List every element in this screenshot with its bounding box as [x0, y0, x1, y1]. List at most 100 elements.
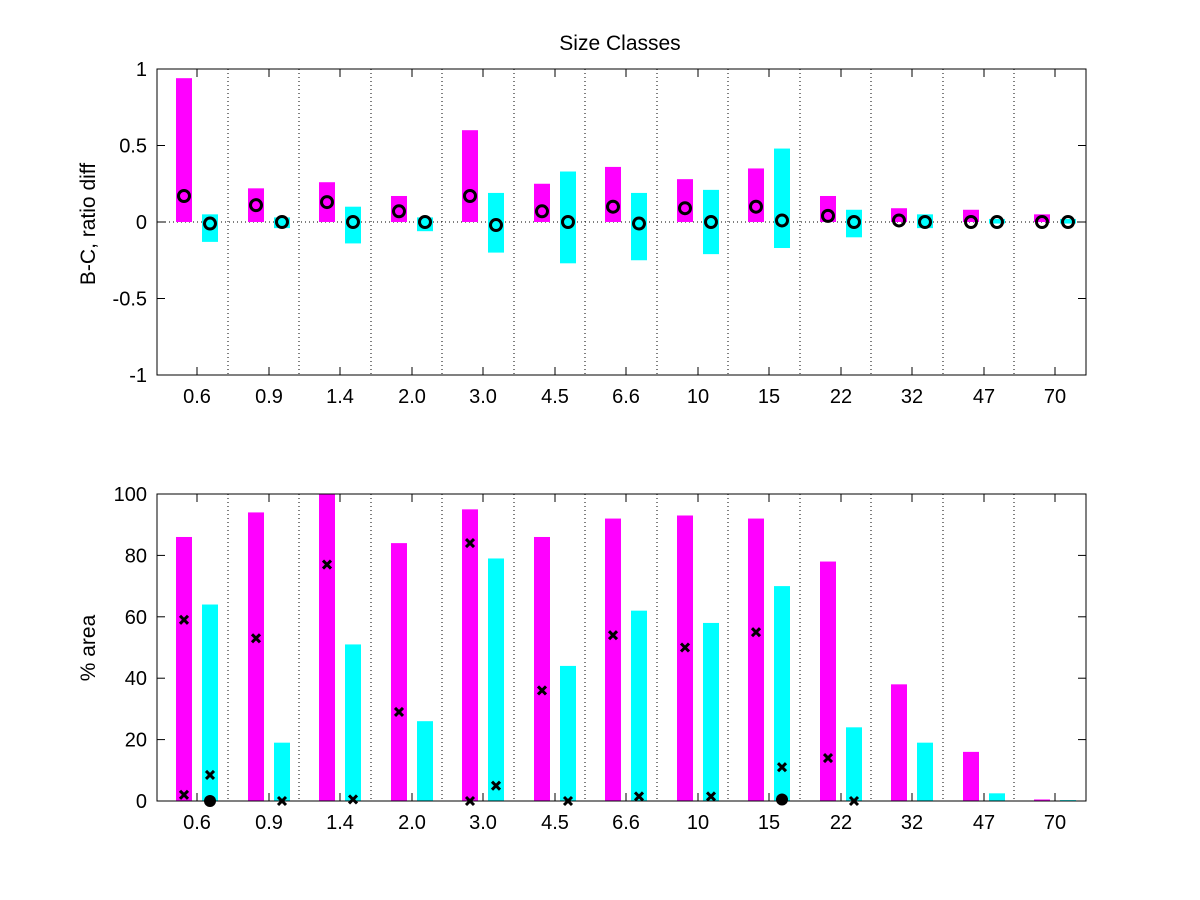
cyan-bar [488, 192, 504, 253]
x-marker-stroke [822, 752, 834, 764]
circle-marker [275, 215, 289, 229]
y-tick-label: 20 [125, 730, 147, 752]
magenta-bar [248, 512, 264, 801]
x-marker [679, 642, 691, 653]
x-tick-label: 2.0 [398, 812, 426, 834]
y-tick-label: 80 [125, 545, 147, 567]
x-tick-label: 6.6 [612, 812, 640, 834]
y-tick-label: -1 [129, 365, 147, 387]
cyan-bar [917, 742, 933, 801]
magenta-bar [820, 561, 836, 801]
magenta-bar [462, 509, 478, 801]
cyan-bar [774, 148, 790, 249]
magenta-bar [319, 494, 335, 801]
x-tick-label: 47 [973, 386, 995, 408]
y-tick-label: 0.5 [119, 136, 147, 158]
x-marker [393, 706, 405, 718]
x-marker [178, 614, 190, 625]
x-tick-label: 6.6 [612, 386, 640, 408]
cyan-bar [631, 192, 647, 261]
x-marker [607, 630, 619, 641]
top-y-axis-label: B-C, ratio diff [77, 163, 100, 285]
circle-marker [463, 188, 477, 203]
magenta-bar [677, 515, 693, 801]
cyan-bar [774, 586, 790, 801]
axes-frame [156, 493, 1087, 802]
cyan-bar [989, 793, 1005, 801]
y-tick-label: 60 [125, 607, 147, 629]
x-marker [250, 633, 262, 644]
x-marker [204, 769, 216, 780]
circle-marker [418, 215, 432, 229]
circle-marker [847, 215, 861, 229]
y-tick-label: -0.5 [113, 289, 147, 311]
x-marker-stroke [679, 642, 691, 653]
x-tick-label: 15 [758, 812, 780, 834]
circle-marker [892, 213, 906, 228]
x-tick-label: 1.4 [326, 812, 354, 834]
magenta-bar [963, 751, 979, 801]
cyan-bar [631, 610, 647, 801]
y-tick-label: 1 [136, 59, 147, 81]
circle-marker [678, 201, 692, 216]
cyan-bar [846, 727, 862, 801]
x-tick-label: 0.6 [183, 386, 211, 408]
cyan-bar [703, 622, 719, 801]
x-tick-label: 10 [687, 386, 709, 408]
bottom-y-axis-label: % area [77, 614, 100, 681]
y-tick-label: 100 [114, 484, 147, 506]
x-tick-label: 0.9 [255, 812, 283, 834]
circle-marker [346, 215, 360, 229]
x-marker [321, 559, 333, 570]
magenta-bar [1034, 799, 1050, 801]
x-marker-stroke [607, 630, 619, 641]
circle-marker [561, 215, 575, 229]
circle-marker [249, 198, 263, 213]
x-marker-stroke [393, 706, 405, 718]
x-tick-label: 0.6 [183, 812, 211, 834]
circle-marker [704, 215, 718, 229]
y-tick-label: 40 [125, 668, 147, 690]
circle-marker [821, 208, 835, 223]
x-marker-stroke [321, 559, 333, 570]
x-tick-label: 4.5 [541, 812, 569, 834]
magenta-bar [891, 684, 907, 801]
circle-marker [392, 204, 406, 219]
magenta-bar [462, 130, 478, 222]
x-tick-label: 3.0 [469, 812, 497, 834]
circle-marker [203, 216, 217, 231]
cyan-bar [989, 218, 1005, 224]
x-tick-label: 3.0 [469, 386, 497, 408]
y-tick-label: 0 [136, 791, 147, 813]
magenta-bar [605, 166, 621, 222]
y-tick-label: 0 [136, 212, 147, 234]
x-marker-stroke [250, 633, 262, 644]
magenta-bar [534, 536, 550, 801]
x-marker [178, 789, 190, 800]
x-marker-stroke [536, 685, 548, 696]
x-tick-label: 70 [1044, 812, 1066, 834]
x-marker [536, 685, 548, 696]
x-marker-stroke [776, 762, 788, 773]
magenta-bar [1034, 214, 1050, 222]
cyan-bar [202, 604, 218, 801]
x-marker-stroke [750, 627, 762, 638]
circle-marker [535, 204, 549, 219]
x-marker [633, 791, 645, 802]
x-marker [822, 752, 834, 764]
circle-marker [320, 195, 334, 210]
cyan-bar [417, 721, 433, 801]
circle-marker [918, 215, 932, 229]
dot-marker [776, 793, 788, 806]
x-marker-stroke [705, 791, 717, 802]
top-axes: B-C, ratio diff -1 -0.5 0 0.5 1 0.6 0.9 1.4 2.0 3… [77, 59, 1087, 408]
circle-marker [775, 213, 789, 228]
cyan-bar [345, 206, 361, 244]
x-marker-stroke [633, 791, 645, 802]
circle-marker [749, 199, 763, 214]
circle-marker [964, 215, 978, 229]
x-tick-label: 70 [1044, 386, 1066, 408]
cyan-bar [274, 217, 290, 229]
x-tick-label: 4.5 [541, 386, 569, 408]
magenta-bar [391, 543, 407, 801]
